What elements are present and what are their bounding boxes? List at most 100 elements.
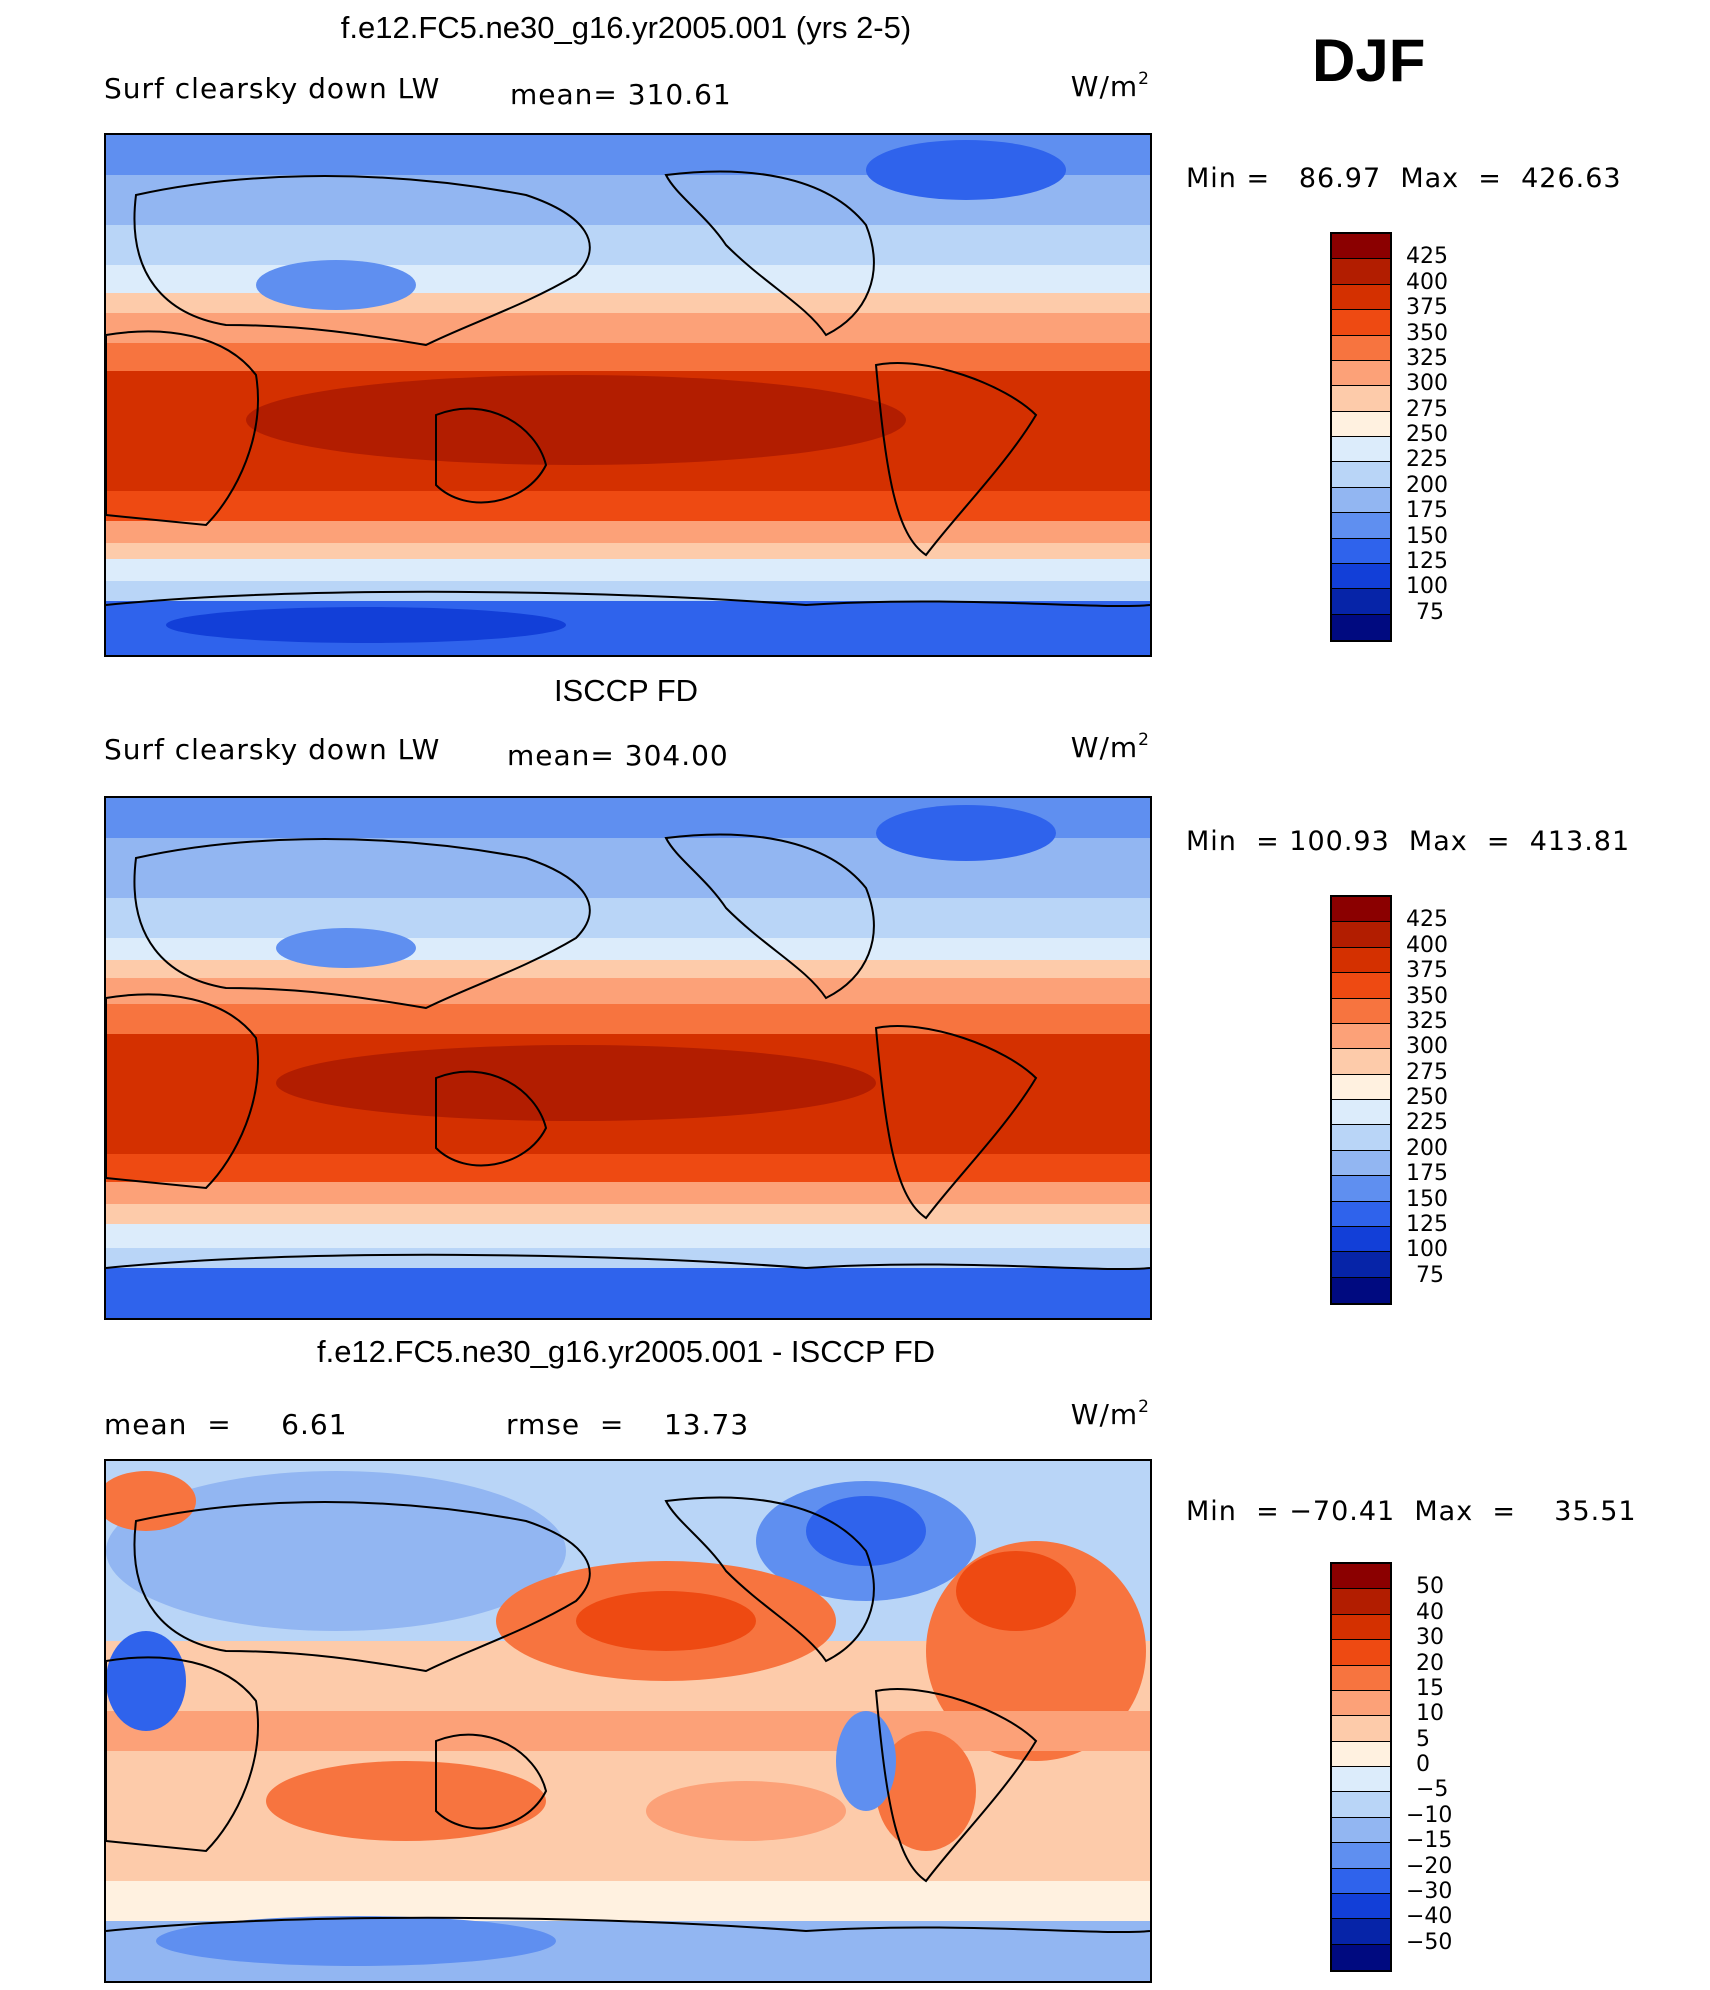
colorbar-tick-label: 250 [1406, 1085, 1448, 1110]
panel-3-colorbar-ticks: 50 40 30 20 15 10 5 0 −5 −10 −15 −20 −30 −40 −50 [1406, 1562, 1466, 1968]
colorbar-swatch [1332, 1690, 1390, 1717]
colorbar-swatch [1332, 487, 1390, 514]
colorbar-swatch [1332, 360, 1390, 387]
colorbar-tick-label: 400 [1406, 932, 1448, 958]
colorbar-swatch [1332, 335, 1390, 361]
colorbar-swatch [1332, 1944, 1390, 1970]
colorbar-tick-label: 250 [1406, 422, 1448, 447]
colorbar-tick-label: 100 [1406, 1237, 1448, 1263]
colorbar-swatch [1332, 563, 1390, 590]
colorbar-swatch [1332, 1100, 1390, 1126]
colorbar-swatch [1332, 1074, 1390, 1100]
colorbar-tick-label: 75 [1416, 599, 1444, 625]
colorbar-tick-label: 425 [1406, 907, 1448, 933]
colorbar-swatch [1332, 1893, 1390, 1920]
colorbar-tick-label: 275 [1406, 396, 1448, 422]
colorbar-tick-label: 125 [1406, 548, 1448, 574]
colorbar-swatch [1332, 1640, 1390, 1666]
colorbar-swatch [1332, 437, 1390, 463]
panel-3-rmse-label: rmse = 13.73 [506, 1408, 750, 1441]
colorbar-tick-label: 5 [1416, 1726, 1430, 1752]
panel-1-units: W/m2 [1070, 68, 1150, 103]
panel-1-variable-label: Surf clearsky down LW [104, 72, 441, 105]
colorbar-swatch [1332, 922, 1390, 948]
colorbar-tick-label: 400 [1406, 269, 1448, 295]
colorbar-tick-label: −15 [1406, 1828, 1453, 1854]
colorbar-tick-label: 300 [1406, 371, 1448, 397]
panel-1-minmax: Min = 86.97 Max = 426.63 [1186, 163, 1622, 194]
colorbar-swatch [1332, 614, 1390, 640]
panel-3-title: f.e12.FC5.ne30_g16.yr2005.001 - ISCCP FD [316, 1334, 936, 1369]
colorbar-swatch [1332, 1252, 1390, 1278]
colorbar-tick-label: 350 [1406, 983, 1448, 1009]
colorbar-tick-label: 350 [1406, 320, 1448, 346]
colorbar-tick-label: −40 [1406, 1904, 1453, 1930]
panel-2-title: ISCCP FD [553, 673, 699, 708]
colorbar-swatch [1332, 284, 1390, 311]
colorbar-tick-label: 200 [1406, 1135, 1448, 1161]
panel-1-map [104, 133, 1152, 657]
colorbar-tick-label: −30 [1406, 1878, 1453, 1904]
colorbar-tick-label: 20 [1416, 1650, 1444, 1676]
colorbar-swatch [1332, 1589, 1390, 1615]
colorbar-swatch [1332, 1716, 1390, 1742]
colorbar-swatch [1332, 1201, 1390, 1227]
colorbar-tick-label: 200 [1406, 472, 1448, 498]
panel-2-mean-label: mean= 304.00 [507, 739, 729, 772]
colorbar-tick-label: 375 [1406, 958, 1448, 984]
panel-2-variable-label: Surf clearsky down LW [104, 733, 441, 766]
colorbar-tick-label: −50 [1406, 1929, 1453, 1955]
panel-2-field [106, 798, 1150, 1318]
panel-1-field [106, 135, 1150, 655]
colorbar-tick-label: −20 [1406, 1853, 1453, 1879]
colorbar-tick-label: 300 [1406, 1034, 1448, 1060]
colorbar-swatch [1332, 462, 1390, 488]
colorbar-swatch [1332, 1049, 1390, 1075]
panel-3-field [106, 1461, 1150, 1981]
colorbar-swatch [1332, 947, 1390, 974]
colorbar-swatch [1332, 973, 1390, 999]
colorbar-swatch [1332, 1277, 1390, 1303]
colorbar-tick-label: 125 [1406, 1211, 1448, 1237]
panel-1-mean-label: mean= 310.61 [510, 78, 732, 111]
colorbar-tick-label: 325 [1406, 1008, 1448, 1034]
panel-2-units: W/m2 [1070, 729, 1150, 764]
colorbar-tick-label: 0 [1416, 1752, 1430, 1777]
colorbar-tick-label: 150 [1406, 1186, 1448, 1212]
panel-3-colorbar [1330, 1562, 1392, 1972]
colorbar-swatch [1332, 259, 1390, 285]
colorbar-tick-label: 375 [1406, 295, 1448, 321]
colorbar-tick-label: 175 [1406, 498, 1448, 524]
colorbar-swatch [1332, 386, 1390, 412]
colorbar-swatch [1332, 1843, 1390, 1869]
panel-3-units: W/m2 [1070, 1396, 1150, 1431]
colorbar-swatch [1332, 1564, 1390, 1590]
colorbar-tick-label: 175 [1406, 1161, 1448, 1187]
panel-2-map [104, 796, 1152, 1320]
panel-1-title: f.e12.FC5.ne30_g16.yr2005.001 (yrs 2-5) [340, 10, 912, 45]
colorbar-swatch [1332, 1150, 1390, 1177]
colorbar-swatch [1332, 589, 1390, 615]
colorbar-swatch [1332, 1919, 1390, 1945]
colorbar-swatch [1332, 1614, 1390, 1641]
season-label: DJF [1312, 27, 1426, 94]
panel-3-minmax: Min = −70.41 Max = 35.51 [1186, 1496, 1637, 1527]
panel-1-colorbar-ticks: 425 400 375 350 325 300 275 250 225 200 175 150 125 1… [1406, 232, 1466, 638]
colorbar-swatch [1332, 234, 1390, 260]
panel-3-map [104, 1459, 1152, 1983]
colorbar-swatch [1332, 1741, 1390, 1767]
colorbar-swatch [1332, 1767, 1390, 1793]
colorbar-tick-label: −5 [1416, 1777, 1449, 1803]
colorbar-tick-label: 100 [1406, 574, 1448, 600]
colorbar-tick-label: 225 [1406, 447, 1448, 473]
colorbar-swatch [1332, 1817, 1390, 1844]
colorbar-tick-label: 75 [1416, 1262, 1444, 1288]
colorbar-tick-label: 30 [1416, 1625, 1444, 1651]
colorbar-swatch [1332, 1792, 1390, 1818]
colorbar-swatch [1332, 513, 1390, 539]
colorbar-swatch [1332, 1226, 1390, 1253]
colorbar-swatch [1332, 1665, 1390, 1691]
colorbar-tick-label: −10 [1406, 1802, 1453, 1828]
colorbar-tick-label: 425 [1406, 244, 1448, 270]
colorbar-tick-label: 325 [1406, 345, 1448, 371]
